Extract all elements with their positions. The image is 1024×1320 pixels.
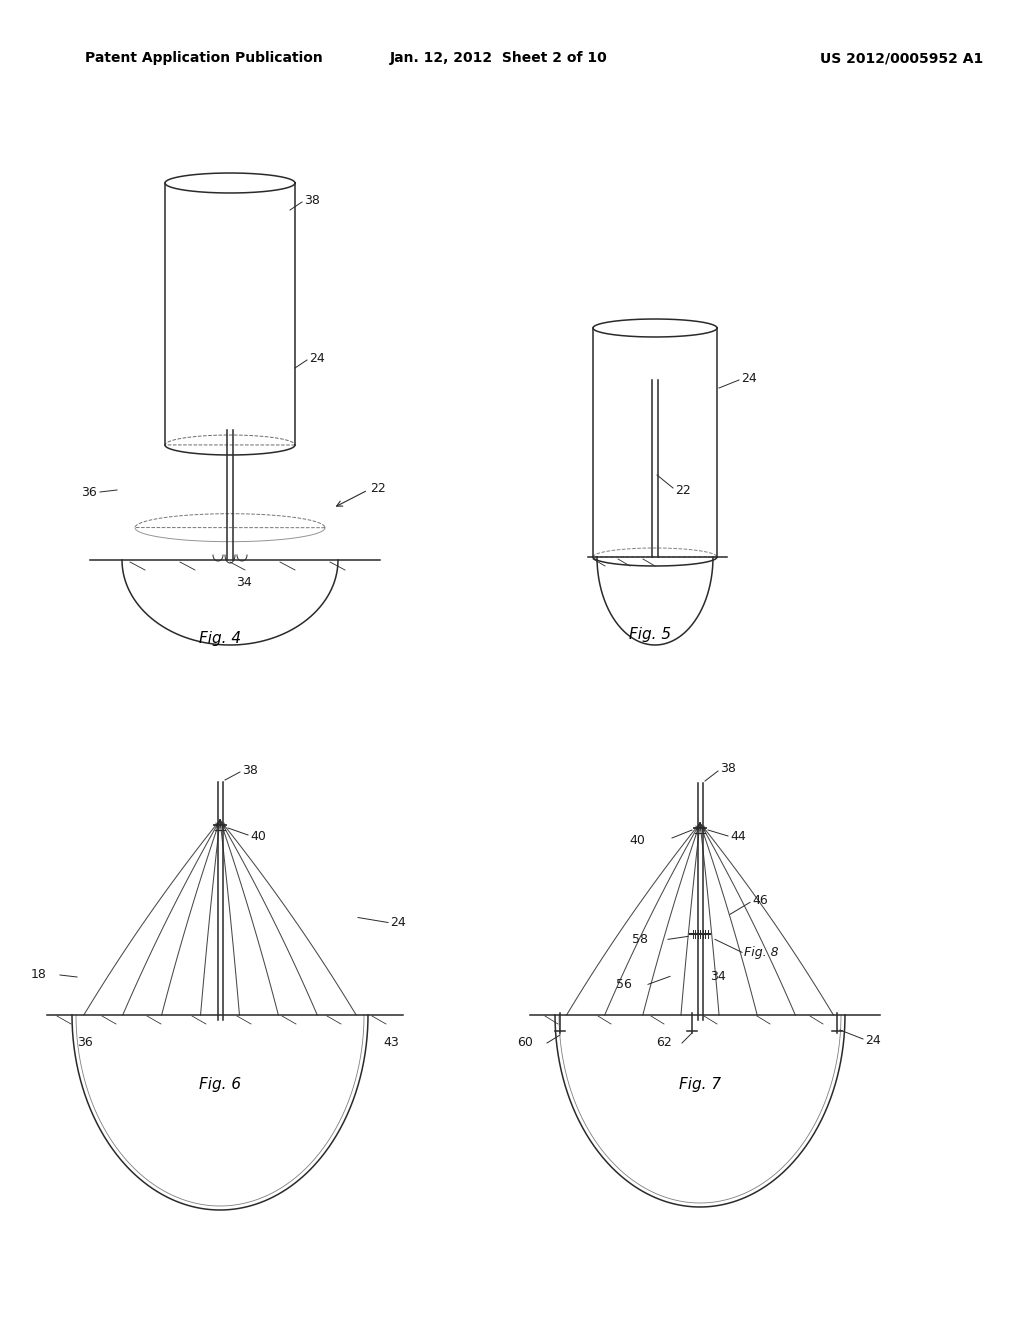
- Text: Jan. 12, 2012  Sheet 2 of 10: Jan. 12, 2012 Sheet 2 of 10: [390, 51, 608, 65]
- Text: 38: 38: [242, 763, 258, 776]
- Text: US 2012/0005952 A1: US 2012/0005952 A1: [820, 51, 983, 65]
- Text: 44: 44: [730, 829, 745, 842]
- Text: 38: 38: [720, 763, 736, 776]
- Text: Fig. 5: Fig. 5: [629, 627, 671, 643]
- Text: 40: 40: [250, 830, 266, 843]
- Text: 36: 36: [81, 486, 97, 499]
- Text: 24: 24: [390, 916, 406, 929]
- Text: 46: 46: [752, 894, 768, 907]
- Text: 22: 22: [370, 482, 386, 495]
- Text: 43: 43: [383, 1036, 398, 1049]
- Text: 34: 34: [710, 970, 726, 983]
- Text: Fig. 4: Fig. 4: [199, 631, 241, 645]
- Text: Fig. 7: Fig. 7: [679, 1077, 721, 1093]
- Text: 34: 34: [236, 576, 252, 589]
- Text: 18: 18: [31, 969, 47, 982]
- Text: 24: 24: [309, 351, 325, 364]
- Text: 62: 62: [656, 1036, 672, 1049]
- Text: 36: 36: [77, 1036, 93, 1049]
- Text: 56: 56: [616, 978, 632, 991]
- Text: 40: 40: [629, 833, 645, 846]
- Text: 58: 58: [632, 933, 648, 946]
- Text: Patent Application Publication: Patent Application Publication: [85, 51, 323, 65]
- Text: 24: 24: [741, 371, 757, 384]
- Text: 60: 60: [517, 1036, 534, 1049]
- Text: Fig. 6: Fig. 6: [199, 1077, 241, 1093]
- Text: 24: 24: [865, 1034, 881, 1047]
- Text: 22: 22: [675, 483, 691, 496]
- Text: 38: 38: [304, 194, 319, 206]
- Text: Fig. 8: Fig. 8: [744, 946, 778, 958]
